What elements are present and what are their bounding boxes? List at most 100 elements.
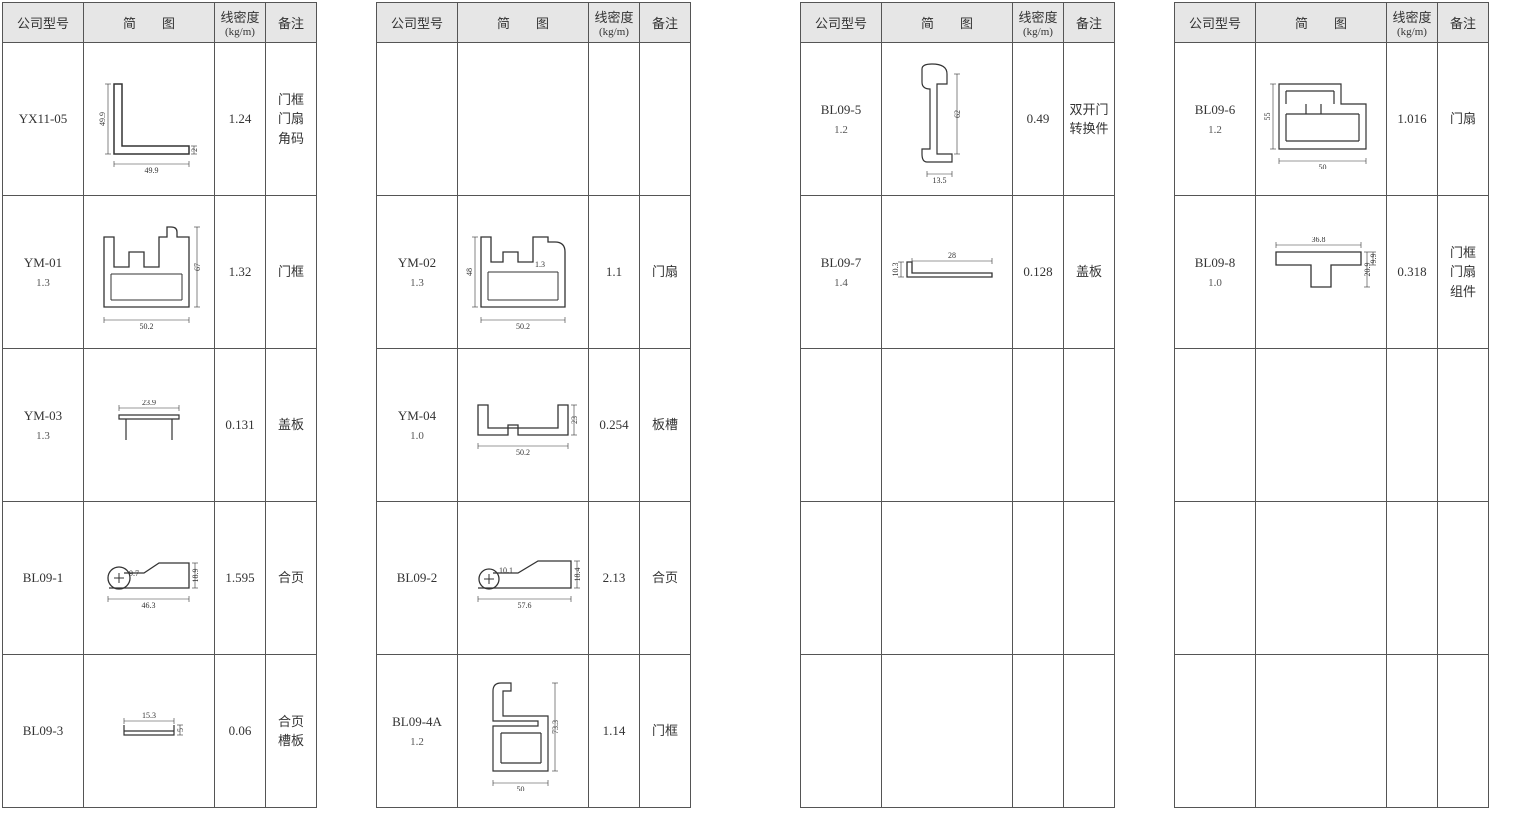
cell-diagram: 1.3 50.2 48 <box>458 196 589 349</box>
svg-text:15.3: 15.3 <box>142 711 156 720</box>
header-note-label: 备注 <box>652 16 678 31</box>
profile-diagram-bl092: 10.1 57.6 18.4 <box>463 543 583 613</box>
cell-note: 双开门转换件 <box>1064 43 1115 196</box>
model-sub: 1.0 <box>1176 277 1254 289</box>
header-diagram: 简 图 <box>458 3 589 43</box>
svg-text:1.3: 1.3 <box>535 260 545 269</box>
profile-table-2: 公司型号简 图线密度(kg/m)备注BL09-51.2 62 13.5 0.49… <box>800 2 1115 808</box>
note-line: 门扇 <box>1439 109 1487 129</box>
cell-note <box>1438 655 1489 808</box>
cell-density <box>1013 349 1064 502</box>
profile-diagram-bl096: 50 55 <box>1261 69 1381 169</box>
cell-model: BL09-4A1.2 <box>377 655 458 808</box>
model-code: YX11-05 <box>19 111 68 126</box>
cell-model <box>801 502 882 655</box>
cell-diagram: 9.7 46.3 18.9 <box>84 502 215 655</box>
header-density-unit: (kg/m) <box>1387 26 1437 38</box>
svg-text:57.6: 57.6 <box>518 601 532 610</box>
note-line: 门扇 <box>641 262 689 282</box>
cell-note: 板槽 <box>640 349 691 502</box>
cell-model: YM-021.3 <box>377 196 458 349</box>
cell-model <box>801 655 882 808</box>
note-line: 组件 <box>1439 282 1487 302</box>
svg-text:9.9: 9.9 <box>1369 254 1378 264</box>
note-line: 双开门 <box>1065 100 1113 120</box>
cell-note <box>1438 502 1489 655</box>
cell-model: BL09-1 <box>3 502 84 655</box>
model-code: YM-03 <box>24 408 62 423</box>
header-density-label: 线密度 <box>594 10 633 25</box>
cell-density <box>589 43 640 196</box>
model-sub: 1.0 <box>378 430 456 442</box>
header-model-label: 公司型号 <box>815 16 867 31</box>
note-line: 转换件 <box>1065 119 1113 139</box>
header-model: 公司型号 <box>377 3 458 43</box>
cell-note: 盖板 <box>1064 196 1115 349</box>
svg-text:36.8: 36.8 <box>1312 237 1326 244</box>
model-code: BL09-4A <box>392 714 442 729</box>
svg-text:2: 2 <box>190 148 199 152</box>
cell-model: YM-011.3 <box>3 196 84 349</box>
note-line: 角码 <box>267 129 315 149</box>
profile-diagram-ym03: 23.9 <box>104 400 194 450</box>
cell-model <box>1175 349 1256 502</box>
cell-diagram: 15.3 5 <box>84 655 215 808</box>
table-row: YX11-05 49.9 49.9 2 1.24门框门扇角码 <box>3 43 317 196</box>
svg-text:18.9: 18.9 <box>191 569 200 583</box>
profile-table-0: 公司型号简 图线密度(kg/m)备注YX11-05 49.9 49.9 2 1.… <box>2 2 317 808</box>
cell-note <box>1064 502 1115 655</box>
cell-density: 0.254 <box>589 349 640 502</box>
table-row <box>801 655 1115 808</box>
svg-text:28: 28 <box>948 251 956 260</box>
cell-note: 盖板 <box>266 349 317 502</box>
header-density-unit: (kg/m) <box>215 26 265 38</box>
model-code: YM-01 <box>24 255 62 270</box>
header-note: 备注 <box>640 3 691 43</box>
cell-density: 2.13 <box>589 502 640 655</box>
profile-diagram-bl095: 62 13.5 <box>902 54 992 184</box>
cell-model <box>801 349 882 502</box>
table-row <box>801 349 1115 502</box>
cell-model: BL09-3 <box>3 655 84 808</box>
note-line: 门框 <box>267 262 315 282</box>
svg-text:20.9: 20.9 <box>1363 263 1372 277</box>
header-note-label: 备注 <box>1450 16 1476 31</box>
cell-diagram <box>458 43 589 196</box>
table-row <box>1175 502 1489 655</box>
table-row: YM-021.3 1.3 50.2 48 1.1门扇 <box>377 196 691 349</box>
cell-density: 1.14 <box>589 655 640 808</box>
svg-text:10.1: 10.1 <box>499 566 513 575</box>
header-note-label: 备注 <box>1076 16 1102 31</box>
model-code: BL09-8 <box>1195 255 1235 270</box>
note-line: 盖板 <box>267 415 315 435</box>
model-code: YM-04 <box>398 408 436 423</box>
cell-note: 合页槽板 <box>266 655 317 808</box>
table-row <box>1175 349 1489 502</box>
svg-text:50.2: 50.2 <box>516 448 530 457</box>
cell-note <box>1064 655 1115 808</box>
model-sub: 1.2 <box>802 124 880 136</box>
svg-text:62: 62 <box>953 110 962 118</box>
header-diagram-label: 简 图 <box>1295 16 1347 31</box>
cell-diagram: 50.2 23 <box>458 349 589 502</box>
header-model: 公司型号 <box>801 3 882 43</box>
cell-model: BL09-5 1.2 <box>801 43 882 196</box>
header-density: 线密度(kg/m) <box>215 3 266 43</box>
profile-table-3: 公司型号简 图线密度(kg/m)备注BL09-61.2 50 55 1.016门… <box>1174 2 1489 808</box>
note-line: 门框 <box>1439 243 1487 263</box>
table-row <box>377 43 691 196</box>
note-line: 门扇 <box>267 109 315 129</box>
cell-model <box>1175 655 1256 808</box>
cell-note: 门框门扇角码 <box>266 43 317 196</box>
profile-diagram-ym04: 50.2 23 <box>463 390 583 460</box>
cell-diagram: 50 55 <box>1256 43 1387 196</box>
model-code: BL09-5 <box>821 102 861 117</box>
model-sub: 1.4 <box>802 277 880 289</box>
svg-text:49.9: 49.9 <box>145 166 159 174</box>
profile-diagram-yx1105: 49.9 49.9 2 <box>94 64 204 174</box>
note-line: 槽板 <box>267 731 315 751</box>
header-diagram: 简 图 <box>882 3 1013 43</box>
profile-diagram-bl094a: 50 73.3 <box>473 671 573 791</box>
cell-diagram: 36.8 20.9 9.9 <box>1256 196 1387 349</box>
cell-diagram <box>882 502 1013 655</box>
